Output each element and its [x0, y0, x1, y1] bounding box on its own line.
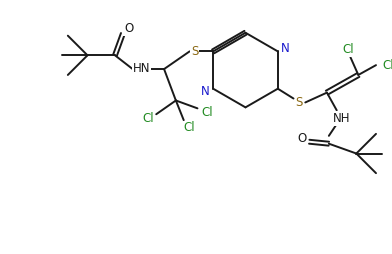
Text: O: O — [298, 132, 307, 145]
Text: N: N — [281, 42, 290, 55]
Text: O: O — [124, 22, 133, 35]
Text: Cl: Cl — [143, 112, 154, 125]
Text: HN: HN — [133, 61, 150, 75]
Text: NH: NH — [333, 112, 350, 125]
Text: Cl: Cl — [184, 121, 196, 134]
Text: Cl: Cl — [382, 59, 392, 72]
Text: S: S — [296, 96, 303, 109]
Text: Cl: Cl — [201, 106, 213, 119]
Text: S: S — [191, 45, 198, 58]
Text: Cl: Cl — [343, 43, 354, 56]
Text: N: N — [201, 85, 210, 98]
